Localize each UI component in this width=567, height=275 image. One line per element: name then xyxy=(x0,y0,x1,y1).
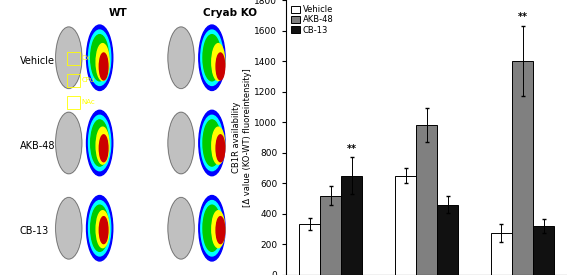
Ellipse shape xyxy=(88,200,111,256)
Bar xyxy=(491,233,512,275)
Ellipse shape xyxy=(56,112,82,174)
Ellipse shape xyxy=(199,110,225,176)
Text: Cx: Cx xyxy=(82,55,90,61)
Ellipse shape xyxy=(201,200,223,256)
Ellipse shape xyxy=(199,25,225,90)
Ellipse shape xyxy=(201,30,223,86)
Ellipse shape xyxy=(203,35,221,81)
Bar xyxy=(416,125,437,275)
Ellipse shape xyxy=(91,205,109,251)
Text: Cryab KO: Cryab KO xyxy=(203,8,257,18)
Y-axis label: CB1R availability
[Δ value (KO-WT) fluoreintensity]: CB1R availability [Δ value (KO-WT) fluor… xyxy=(232,68,252,207)
Ellipse shape xyxy=(99,135,108,162)
Ellipse shape xyxy=(216,53,225,80)
Ellipse shape xyxy=(96,211,109,248)
Ellipse shape xyxy=(216,217,225,244)
Ellipse shape xyxy=(168,197,194,259)
Bar xyxy=(67,52,80,65)
Ellipse shape xyxy=(168,27,194,89)
Ellipse shape xyxy=(87,110,113,176)
Ellipse shape xyxy=(91,35,109,81)
Bar xyxy=(512,61,533,275)
Ellipse shape xyxy=(87,25,113,90)
Bar xyxy=(67,74,80,87)
Ellipse shape xyxy=(96,44,109,81)
Ellipse shape xyxy=(212,127,225,164)
Ellipse shape xyxy=(216,135,225,162)
Bar xyxy=(320,196,341,275)
Bar xyxy=(395,176,416,275)
Ellipse shape xyxy=(212,211,225,248)
Bar xyxy=(67,96,80,109)
Text: Vehicle: Vehicle xyxy=(20,56,54,65)
Text: AKB-48: AKB-48 xyxy=(20,141,55,151)
Bar xyxy=(437,205,458,275)
Ellipse shape xyxy=(88,30,111,86)
Ellipse shape xyxy=(91,120,109,166)
Text: CB-13: CB-13 xyxy=(20,226,49,236)
Text: **: ** xyxy=(518,12,527,22)
Ellipse shape xyxy=(56,197,82,259)
Ellipse shape xyxy=(212,44,225,81)
Ellipse shape xyxy=(99,53,108,80)
Legend: Vehicle, AKB-48, CB-13: Vehicle, AKB-48, CB-13 xyxy=(290,4,335,35)
Ellipse shape xyxy=(201,115,223,171)
Ellipse shape xyxy=(88,115,111,171)
Bar xyxy=(533,226,554,275)
Ellipse shape xyxy=(168,112,194,174)
Ellipse shape xyxy=(99,217,108,244)
Text: NAc: NAc xyxy=(82,99,95,105)
Text: **: ** xyxy=(347,144,357,153)
Ellipse shape xyxy=(56,27,82,89)
Bar xyxy=(299,224,320,275)
Ellipse shape xyxy=(96,127,109,164)
Ellipse shape xyxy=(199,196,225,261)
Ellipse shape xyxy=(203,205,221,251)
Bar xyxy=(341,176,362,275)
Ellipse shape xyxy=(87,196,113,261)
Ellipse shape xyxy=(203,120,221,166)
Text: CPu: CPu xyxy=(82,77,95,83)
Text: WT: WT xyxy=(108,8,127,18)
